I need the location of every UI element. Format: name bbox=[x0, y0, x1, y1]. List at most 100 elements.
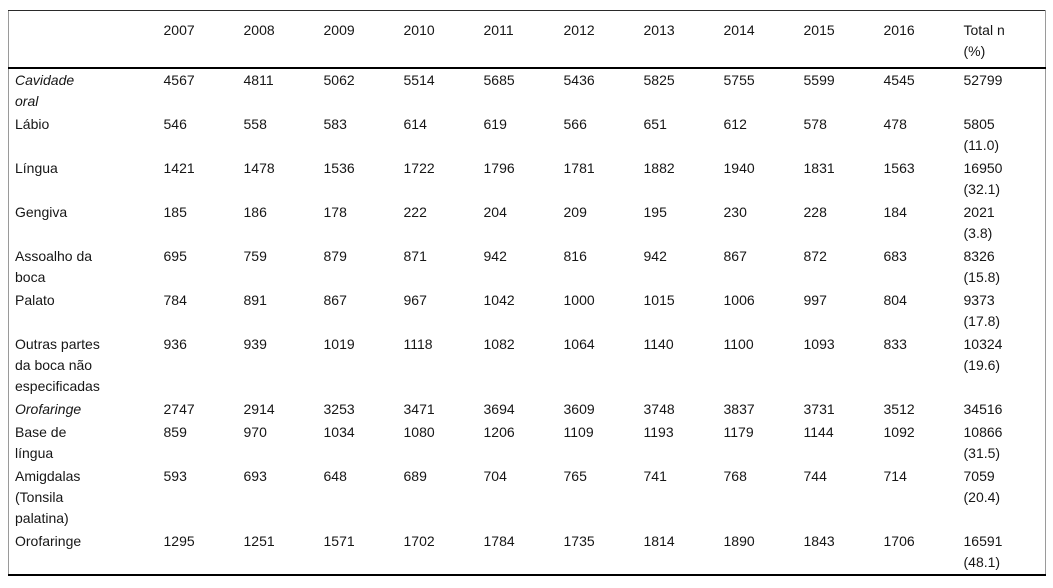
value-cell: 614 bbox=[403, 116, 427, 132]
header-cell-year: 2007 bbox=[163, 10, 244, 69]
row-label: Assoalho da boca bbox=[15, 248, 93, 285]
total-cell: 7059 (20.4) bbox=[963, 468, 1001, 505]
value-cell: 4567 bbox=[163, 72, 195, 88]
value-cell: 1082 bbox=[483, 336, 515, 352]
value-cell: 3512 bbox=[883, 401, 915, 417]
value-cell: 1144 bbox=[803, 424, 834, 440]
value-cell: 1571 bbox=[323, 533, 355, 549]
header-cell-year: 2011 bbox=[483, 10, 564, 69]
row-label: Orofaringe bbox=[15, 533, 82, 549]
value-cell: 230 bbox=[723, 204, 747, 220]
total-cell: 10866 (31.5) bbox=[963, 424, 1003, 461]
value-cell: 1421 bbox=[163, 160, 195, 176]
value-cell: 859 bbox=[163, 424, 187, 440]
row-label: Lábio bbox=[15, 116, 50, 132]
value-cell: 1193 bbox=[643, 424, 674, 440]
value-cell: 4811 bbox=[243, 72, 274, 88]
value-cell: 768 bbox=[723, 468, 747, 484]
value-cell: 648 bbox=[323, 468, 347, 484]
value-cell: 741 bbox=[643, 468, 667, 484]
value-cell: 619 bbox=[483, 116, 507, 132]
value-cell: 1080 bbox=[403, 424, 435, 440]
header-cell-year: 2013 bbox=[643, 10, 724, 69]
value-cell: 683 bbox=[883, 248, 907, 264]
table-row: Gengiva 185 186 178 222 204 209 195 230 228 184 202… bbox=[9, 201, 1046, 245]
row-label: Palato bbox=[15, 292, 55, 308]
value-cell: 939 bbox=[243, 336, 267, 352]
value-cell: 583 bbox=[323, 116, 347, 132]
value-cell: 612 bbox=[723, 116, 747, 132]
value-cell: 5062 bbox=[323, 72, 355, 88]
value-cell: 833 bbox=[883, 336, 907, 352]
value-cell: 228 bbox=[803, 204, 827, 220]
row-label: Base de língua bbox=[15, 424, 67, 461]
value-cell: 1093 bbox=[803, 336, 835, 352]
value-cell: 1735 bbox=[563, 533, 595, 549]
total-cell: 16591 (48.1) bbox=[963, 533, 1003, 570]
total-cell: 2021 (3.8) bbox=[963, 204, 995, 241]
total-cell: 5805 (11.0) bbox=[963, 116, 1000, 153]
row-label: Cavidade oral bbox=[15, 72, 75, 109]
value-cell: 1706 bbox=[883, 533, 915, 549]
table-body: Cavidade oral 4567 4811 5062 5514 5685 5436 582… bbox=[9, 68, 1046, 575]
header-cell-year: 2009 bbox=[323, 10, 404, 69]
value-cell: 695 bbox=[163, 248, 187, 264]
value-cell: 784 bbox=[163, 292, 187, 308]
value-cell: 5436 bbox=[563, 72, 595, 88]
value-cell: 1118 bbox=[403, 336, 433, 352]
value-cell: 3253 bbox=[323, 401, 355, 417]
value-cell: 651 bbox=[643, 116, 667, 132]
value-cell: 2914 bbox=[243, 401, 275, 417]
value-cell: 1034 bbox=[323, 424, 355, 440]
value-cell: 1251 bbox=[243, 533, 275, 549]
value-cell: 546 bbox=[163, 116, 187, 132]
header-cell-year: 2010 bbox=[403, 10, 484, 69]
value-cell: 209 bbox=[563, 204, 587, 220]
value-cell: 1796 bbox=[483, 160, 515, 176]
header-row: 2007 2008 2009 2010 2011 2012 2013 2014 2015 2016… bbox=[8, 10, 1046, 69]
value-cell: 3694 bbox=[483, 401, 515, 417]
value-cell: 1563 bbox=[883, 160, 915, 176]
header-cell-label bbox=[8, 10, 164, 69]
header-cell-year: 2015 bbox=[803, 10, 884, 69]
value-cell: 3731 bbox=[803, 401, 835, 417]
value-cell: 1882 bbox=[643, 160, 675, 176]
value-cell: 1784 bbox=[483, 533, 515, 549]
table-row: Outras partes da boca não especificadas 9… bbox=[9, 333, 1046, 398]
value-cell: 867 bbox=[723, 248, 747, 264]
header-cell-year: 2014 bbox=[723, 10, 804, 69]
row-label: Outras partes da boca não especificadas bbox=[15, 336, 100, 394]
value-cell: 558 bbox=[243, 116, 267, 132]
value-cell: 1781 bbox=[563, 160, 595, 176]
results-table: 2007 2008 2009 2010 2011 2012 2013 2014 2015 2016… bbox=[8, 10, 1046, 576]
value-cell: 204 bbox=[483, 204, 507, 220]
value-cell: 693 bbox=[243, 468, 267, 484]
total-cell: 52799 bbox=[963, 72, 1003, 88]
header-cell-year: 2016 bbox=[883, 10, 964, 69]
value-cell: 970 bbox=[243, 424, 267, 440]
value-cell: 1042 bbox=[483, 292, 515, 308]
total-cell: 9373 (17.8) bbox=[963, 292, 1001, 329]
value-cell: 1295 bbox=[163, 533, 195, 549]
header-cell-year: 2012 bbox=[563, 10, 644, 69]
value-cell: 872 bbox=[803, 248, 827, 264]
value-cell: 3609 bbox=[563, 401, 595, 417]
row-label: Gengiva bbox=[15, 204, 68, 220]
table-row: Orofaringe 1295 1251 1571 1702 1784 1735 1814 18… bbox=[9, 530, 1046, 575]
value-cell: 1140 bbox=[643, 336, 674, 352]
value-cell: 1722 bbox=[403, 160, 435, 176]
value-cell: 5599 bbox=[803, 72, 835, 88]
value-cell: 593 bbox=[163, 468, 187, 484]
value-cell: 178 bbox=[323, 204, 347, 220]
value-cell: 816 bbox=[563, 248, 587, 264]
value-cell: 967 bbox=[403, 292, 427, 308]
value-cell: 867 bbox=[323, 292, 347, 308]
value-cell: 714 bbox=[883, 468, 907, 484]
value-cell: 1814 bbox=[643, 533, 675, 549]
value-cell: 765 bbox=[563, 468, 587, 484]
table-row: Língua 1421 1478 1536 1722 1796 1781 1882 1940 18… bbox=[9, 157, 1046, 201]
value-cell: 5514 bbox=[403, 72, 435, 88]
row-label: Amigdalas (Tonsila palatina) bbox=[15, 468, 81, 526]
value-cell: 879 bbox=[323, 248, 347, 264]
